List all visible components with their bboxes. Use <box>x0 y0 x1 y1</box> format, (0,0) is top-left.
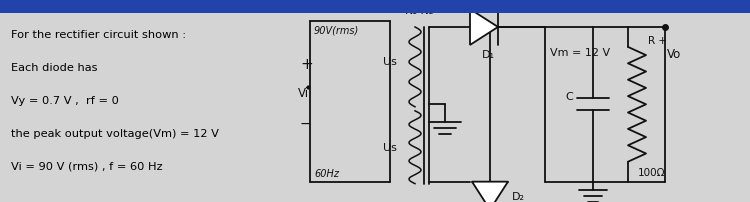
Text: D₂: D₂ <box>512 191 525 201</box>
Text: R +: R + <box>648 36 667 46</box>
Text: 90V(rms): 90V(rms) <box>314 26 359 36</box>
Text: 100Ω: 100Ω <box>638 167 665 177</box>
Text: Us: Us <box>383 57 397 66</box>
Text: Us: Us <box>383 142 397 152</box>
Text: 60Hz: 60Hz <box>314 168 339 178</box>
Text: Vy = 0.7 V ,  rf = 0: Vy = 0.7 V , rf = 0 <box>11 95 119 105</box>
Text: Each diode has: Each diode has <box>11 63 98 73</box>
Text: Vo: Vo <box>667 48 681 61</box>
Text: Vi = 90 V (rms) , f = 60 Hz: Vi = 90 V (rms) , f = 60 Hz <box>11 161 163 171</box>
Polygon shape <box>470 10 498 46</box>
Text: Vi: Vi <box>298 86 309 99</box>
Text: D₁: D₁ <box>482 50 494 60</box>
Polygon shape <box>472 182 508 202</box>
Text: C: C <box>566 92 573 102</box>
Bar <box>0 0 750 14</box>
Text: Vm = 12 V: Vm = 12 V <box>550 48 610 58</box>
Text: N₁·N₂: N₁·N₂ <box>405 6 435 16</box>
Text: −: − <box>300 116 312 130</box>
Text: For the rectifier circuit shown :: For the rectifier circuit shown : <box>11 30 186 40</box>
Text: the peak output voltage(Vm) = 12 V: the peak output voltage(Vm) = 12 V <box>11 128 219 138</box>
Text: +: + <box>300 57 313 72</box>
